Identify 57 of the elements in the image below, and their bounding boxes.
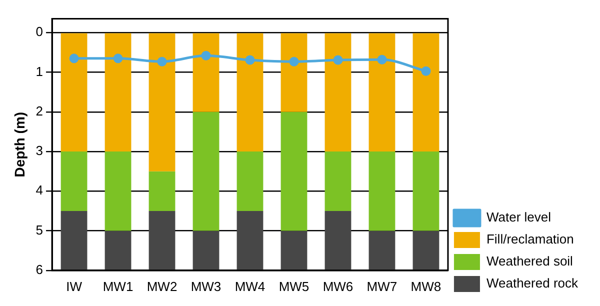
legend-label: Water level (486, 210, 552, 225)
bar (148, 171, 176, 211)
bar (60, 33, 88, 152)
bar (236, 152, 264, 211)
bar (412, 33, 440, 152)
y-tick-label: 2 (36, 103, 44, 118)
bar (324, 152, 352, 211)
y-tick-label: 5 (36, 222, 44, 238)
point (69, 54, 79, 64)
bar (280, 112, 308, 231)
bar (104, 33, 132, 152)
y-tick-label: 6 (36, 262, 44, 277)
x-tick-label: MW7 (366, 278, 398, 294)
x-tick-label: MW4 (234, 278, 266, 294)
y-tick-label: 4 (36, 182, 44, 198)
x-tick-label: MW1 (102, 278, 134, 294)
point (377, 54, 387, 64)
bar (280, 33, 308, 112)
bar (148, 33, 176, 172)
bar (368, 152, 396, 231)
y-axis-title: Depth (m) (11, 112, 28, 178)
bar (236, 210, 264, 270)
bar (412, 152, 440, 231)
y-tick-label: 1 (36, 64, 44, 79)
bar (192, 33, 220, 112)
legend-label: Weathered soil (486, 254, 574, 269)
y-tick-label: 0 (36, 24, 44, 40)
bar (192, 112, 220, 231)
point (333, 55, 343, 65)
point (289, 56, 299, 66)
bar (148, 210, 176, 270)
bar (368, 33, 396, 152)
point (201, 50, 211, 60)
point (245, 55, 255, 65)
bar (324, 210, 352, 270)
y-tick-label: 3 (36, 143, 44, 158)
bar (280, 230, 308, 270)
legend-label: Fill/reclamation (486, 232, 574, 247)
bar (104, 152, 132, 231)
bar (104, 230, 132, 270)
x-tick-label: IW (66, 278, 83, 294)
bar (412, 230, 440, 270)
point (157, 56, 167, 66)
x-tick-label: MW8 (410, 278, 442, 294)
point (421, 66, 431, 76)
bar (192, 230, 220, 270)
bar (236, 33, 264, 152)
point (113, 54, 123, 64)
bar (60, 152, 88, 211)
x-tick-label: MW6 (322, 278, 354, 294)
bar (60, 210, 88, 270)
x-tick-label: MW5 (278, 278, 310, 294)
legend-label: Weathered rock (486, 276, 578, 291)
x-tick-label: MW3 (190, 278, 222, 294)
x-tick-label: MW2 (146, 278, 178, 294)
bar (324, 33, 352, 152)
bar (368, 230, 396, 270)
